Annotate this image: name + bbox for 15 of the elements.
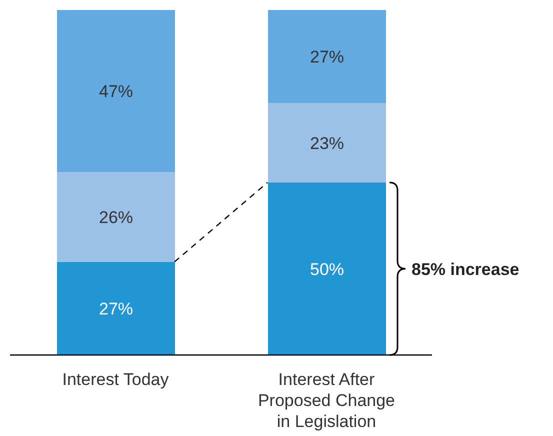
- bar: [57, 10, 175, 172]
- bar: [57, 172, 175, 262]
- bar: [57, 262, 175, 355]
- data-label: 47%: [98, 82, 134, 102]
- data-label: 23%: [310, 134, 344, 153]
- data-label: 26%: [98, 208, 134, 228]
- annotation: 85% increase: [412, 260, 520, 279]
- x-tick-label: Interest Today: [62, 370, 170, 389]
- bar: [268, 10, 386, 104]
- bar: [268, 103, 386, 182]
- x-tick-label: Interest After Proposed Change in Legislation: [258, 370, 396, 431]
- data-label: 27%: [310, 48, 344, 67]
- data-label: 50%: [310, 260, 344, 279]
- data-label: 27%: [98, 299, 134, 318]
- bar: [268, 182, 386, 355]
